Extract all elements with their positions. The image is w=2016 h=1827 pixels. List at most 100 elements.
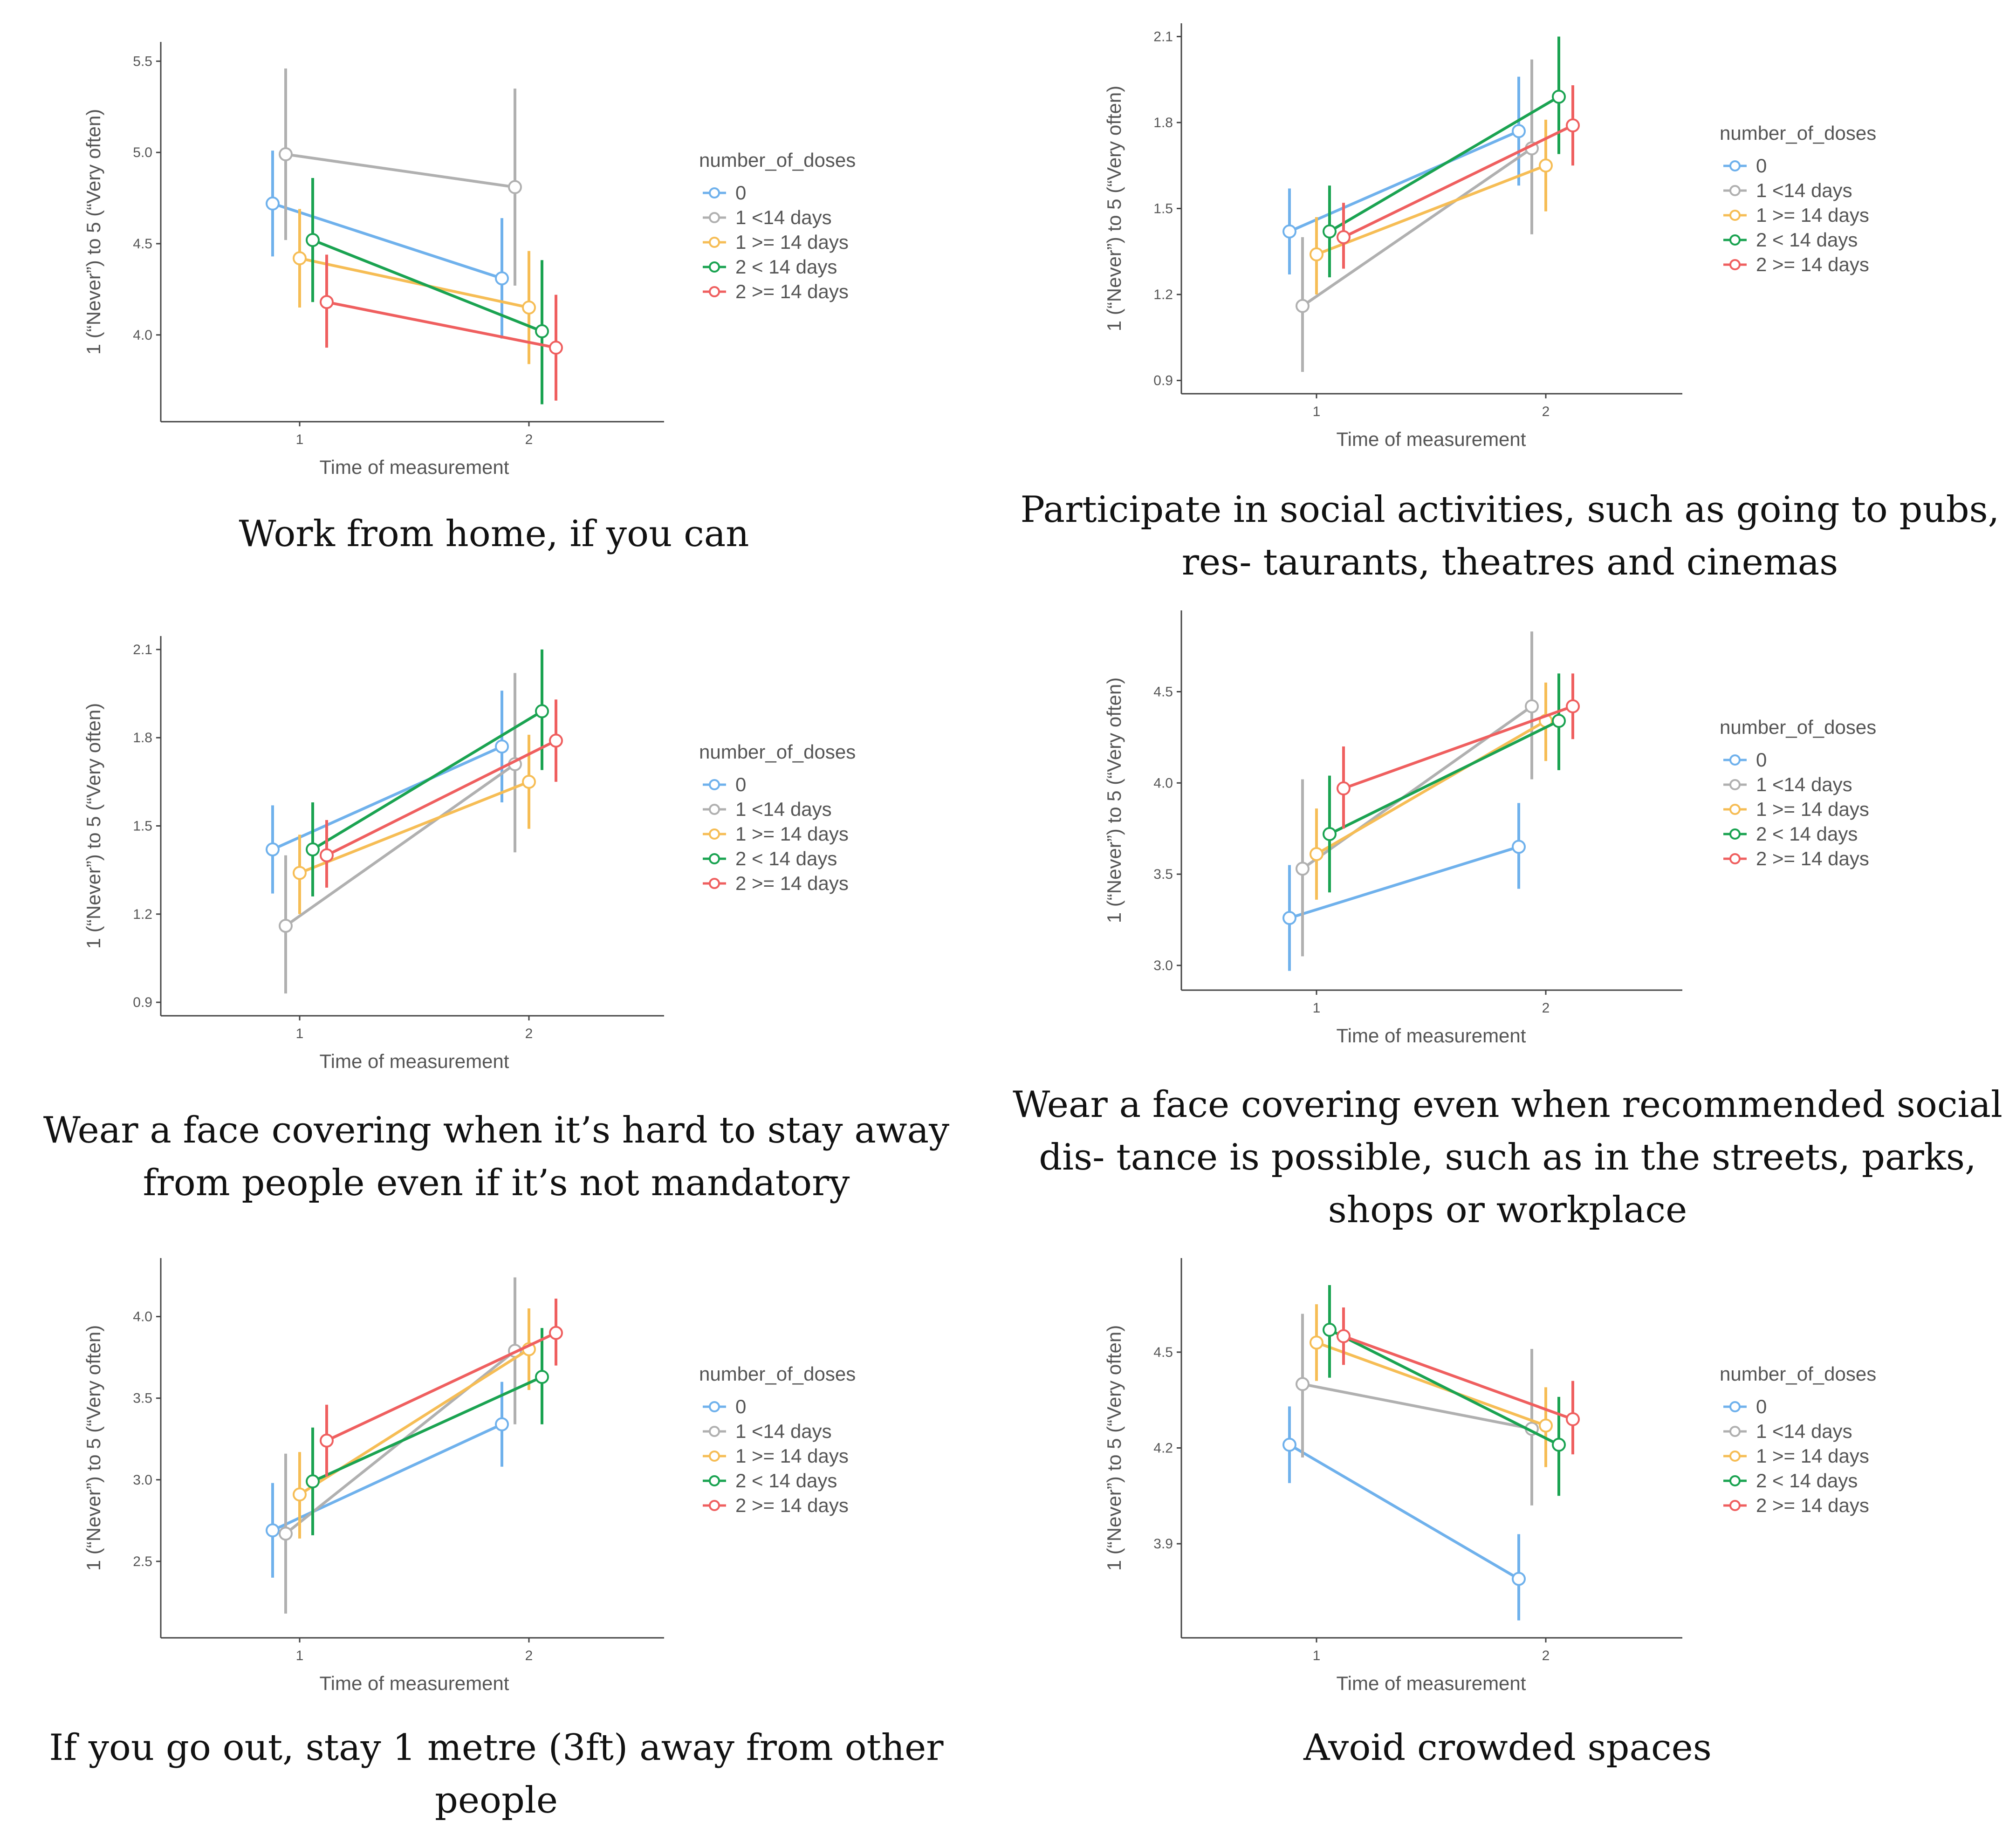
data-point bbox=[1337, 781, 1351, 796]
data-point bbox=[1296, 299, 1310, 313]
y-tick-label: 3.5 bbox=[133, 1391, 152, 1406]
series-4 bbox=[306, 178, 549, 404]
y-tick-label: 3.0 bbox=[133, 1472, 152, 1488]
legend-key-marker bbox=[1729, 1401, 1741, 1412]
data-point bbox=[549, 341, 563, 355]
data-point bbox=[266, 1523, 280, 1538]
legend-title: number_of_doses bbox=[1720, 122, 1876, 144]
series-2 bbox=[1296, 1314, 1539, 1505]
legend-title: number_of_doses bbox=[1720, 716, 1876, 738]
x-axis-title: Time of measurement bbox=[320, 1672, 509, 1694]
legend-key-marker bbox=[1729, 754, 1741, 766]
y-tick-label: 1.2 bbox=[133, 907, 152, 922]
chart-panel-2: 0.9 1.2 1.5 1.8 2.1 1 2 Time of measurement 1 (“… bbox=[1103, 23, 1876, 450]
series-line bbox=[1316, 164, 1547, 256]
series-line bbox=[1329, 96, 1560, 233]
data-point bbox=[495, 739, 509, 754]
chart-panel-4: 3.0 3.5 4.0 4.5 1 2 Time of measurement 1 (“Nev… bbox=[1103, 610, 1876, 1047]
legend-label: 0 bbox=[1756, 155, 1767, 177]
legend-label: 1 <14 days bbox=[735, 206, 832, 228]
legend-label: 2 < 14 days bbox=[1756, 1470, 1858, 1492]
legend-label: 2 >= 14 days bbox=[735, 281, 849, 302]
series-2 bbox=[279, 68, 522, 286]
series-5 bbox=[1337, 1307, 1580, 1455]
series-line bbox=[312, 1375, 543, 1483]
data-point bbox=[495, 271, 509, 286]
data-point bbox=[1566, 118, 1580, 133]
data-point bbox=[1552, 89, 1566, 104]
series-line bbox=[326, 301, 556, 349]
legend-label: 1 >= 14 days bbox=[1756, 1445, 1869, 1467]
x-tick-label: 2 bbox=[525, 1026, 533, 1041]
legend-key-marker bbox=[1729, 1451, 1741, 1462]
chart-2-caption: Participate in social activities, such a… bbox=[1020, 489, 2000, 583]
chart-panel-5: 2.5 3.0 3.5 4.0 1 2 Time of measurement 1 (“Nev… bbox=[82, 1258, 856, 1694]
legend-label: 0 bbox=[735, 1396, 746, 1417]
series-line bbox=[285, 153, 515, 189]
data-point bbox=[1512, 124, 1526, 138]
legend-key-marker bbox=[709, 212, 720, 223]
series-line bbox=[299, 257, 529, 309]
series-2 bbox=[1296, 631, 1539, 957]
legend-label: 2 >= 14 days bbox=[1756, 1494, 1869, 1516]
figure: 4.0 4.5 5.0 5.5 1 2 Time of measurement 1 (“Nev… bbox=[43, 23, 2002, 1821]
x-tick-label: 1 bbox=[1313, 1648, 1321, 1663]
data-point bbox=[306, 233, 320, 247]
y-tick-label: 0.9 bbox=[1153, 373, 1173, 389]
data-point bbox=[1552, 714, 1566, 728]
series-line bbox=[272, 202, 502, 280]
data-point bbox=[549, 1326, 563, 1340]
legend-key-marker bbox=[1729, 160, 1741, 171]
y-tick-label: 2.1 bbox=[133, 642, 152, 657]
data-point bbox=[1323, 827, 1337, 841]
series-1 bbox=[1282, 1406, 1526, 1621]
chart-3-caption: Wear a face covering when it’s hard to s… bbox=[43, 1109, 950, 1204]
legend-title: number_of_doses bbox=[699, 741, 856, 763]
legend-key-marker bbox=[1729, 185, 1741, 196]
chart-panel-6: 3.9 4.2 4.5 1 2 Time of measurement 1 (“Never”… bbox=[1103, 1258, 1876, 1694]
data-point bbox=[1337, 1329, 1351, 1343]
data-point bbox=[1282, 911, 1296, 925]
data-point bbox=[1296, 1377, 1310, 1391]
x-axis-title: Time of measurement bbox=[320, 456, 509, 478]
legend-key-marker bbox=[1729, 259, 1741, 270]
legend-key-marker bbox=[709, 1475, 720, 1486]
y-tick-label: 4.5 bbox=[1153, 684, 1173, 699]
series-3 bbox=[293, 734, 536, 914]
legend-key-marker bbox=[1729, 779, 1741, 790]
data-point bbox=[495, 1417, 509, 1431]
legend-key-marker bbox=[709, 187, 720, 198]
legend-key-marker bbox=[709, 286, 720, 297]
series-1 bbox=[1282, 803, 1526, 971]
data-point bbox=[1539, 1418, 1553, 1433]
y-axis-title: 1 (“Never”) to 5 (“Very often) bbox=[82, 1325, 104, 1571]
data-point bbox=[1566, 1412, 1580, 1426]
series-3 bbox=[1310, 1304, 1553, 1467]
series-4 bbox=[306, 649, 549, 896]
series-line bbox=[1289, 1444, 1520, 1581]
charts-canvas: 4.0 4.5 5.0 5.5 1 2 Time of measurement 1 (“Nev… bbox=[82, 23, 1876, 1694]
x-axis-title: Time of measurement bbox=[1337, 1672, 1526, 1694]
y-tick-label: 3.9 bbox=[1153, 1536, 1173, 1552]
series-line bbox=[299, 780, 530, 875]
data-point bbox=[535, 704, 549, 718]
y-tick-label: 1.5 bbox=[1153, 201, 1173, 217]
legend-label: 2 >= 14 days bbox=[1756, 253, 1869, 275]
x-tick-label: 2 bbox=[1542, 1000, 1550, 1016]
y-tick-label: 1.5 bbox=[133, 819, 152, 834]
legend-label: 2 >= 14 days bbox=[735, 872, 849, 894]
y-tick-label: 5.0 bbox=[133, 145, 152, 160]
series-line bbox=[312, 239, 543, 333]
series-line bbox=[1289, 845, 1519, 919]
legend-label: 0 bbox=[1756, 749, 1767, 771]
series-4 bbox=[306, 1328, 549, 1535]
legend-label: 0 bbox=[735, 773, 746, 795]
y-tick-label: 1.8 bbox=[1153, 115, 1173, 130]
data-point bbox=[279, 1526, 293, 1541]
x-tick-label: 1 bbox=[296, 1648, 304, 1663]
data-point bbox=[1310, 1335, 1323, 1350]
series-2 bbox=[279, 1277, 522, 1614]
